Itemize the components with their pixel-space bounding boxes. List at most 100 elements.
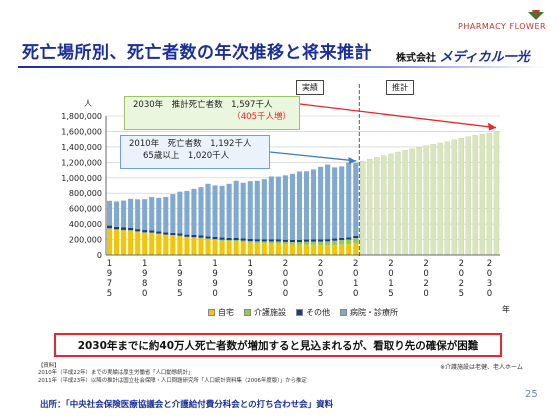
projection-bar — [409, 148, 415, 256]
bar-segment-other — [114, 226, 120, 230]
chart-annotations — [269, 84, 497, 257]
bar-segment-home — [184, 237, 190, 255]
projection-bar — [486, 132, 493, 256]
bar-segment-care — [149, 232, 155, 234]
bar-segment-care — [163, 234, 169, 236]
projection-bar — [388, 153, 394, 256]
bar-segment-care — [282, 241, 288, 245]
bar-segment-home — [268, 243, 274, 255]
bar-segment-care — [311, 241, 317, 245]
bar-segment-other — [177, 233, 183, 236]
y-tick-label: 1,200,000 — [61, 158, 102, 167]
projection-bar — [367, 159, 373, 256]
bar-segment-home — [318, 245, 324, 255]
y-axis-label: 人 — [84, 99, 92, 108]
bar-segment-hospital — [318, 166, 324, 240]
callout-2030: 2030年 推計死亡者数 1,597千人 （405千人増） — [124, 96, 300, 130]
bar-segment-home — [128, 230, 134, 255]
notes-line-2: 2011年（平成23年）以降の推計は国立社会保障・人口問題研究所「人口統計資料集… — [38, 377, 307, 384]
bar-segment-hospital — [106, 200, 113, 226]
bar-segment-care — [177, 235, 183, 237]
bar-segment-care — [261, 241, 267, 244]
care-facility-footnote: ※介護施設は老健、老人ホーム — [440, 364, 523, 371]
bar-segment-care — [191, 237, 197, 239]
bar-segment-care — [289, 242, 295, 245]
y-tick-label: 400,000 — [69, 220, 102, 229]
bar-segment-home — [149, 233, 155, 255]
bar-segment-home — [114, 229, 120, 255]
company-prefix: 株式会社 — [396, 53, 436, 64]
bar-segment-hospital — [198, 187, 204, 236]
projection-bar — [416, 146, 422, 256]
bar-segment-other — [142, 230, 148, 233]
bar-segment-other — [191, 234, 197, 238]
bar-segment-other — [353, 235, 359, 239]
bar-segment-other — [275, 239, 281, 242]
y-tick-label: 600,000 — [69, 205, 102, 214]
callout-2010-line1: 2010年 死亡者数 1,192千人 — [129, 139, 252, 149]
bar-segment-hospital — [121, 200, 127, 228]
bar-segment-care — [233, 240, 239, 242]
bar-segment-care — [205, 238, 211, 240]
bar-segment-hospital — [233, 180, 239, 238]
y-tick-label: 1,400,000 — [61, 143, 102, 152]
bar-segment-other — [268, 239, 274, 242]
projection-bar — [437, 142, 443, 256]
bar-segment-other — [233, 237, 239, 241]
bar-segment-other — [226, 237, 232, 241]
bar-segment-care — [240, 240, 246, 243]
bar-segment-other — [205, 236, 211, 239]
bar-segment-home — [289, 244, 295, 255]
projection-bar — [395, 151, 401, 256]
y-tick-label: 0 — [97, 251, 102, 260]
bar-segment-care — [346, 239, 352, 245]
bar-segment-home — [205, 239, 211, 255]
bar-segment-other — [247, 238, 253, 242]
bar-segment-other — [311, 239, 317, 242]
bar-segment-care — [325, 241, 331, 246]
bar-segment-home — [261, 243, 267, 255]
bar-segment-other — [339, 237, 345, 241]
bar-segment-care — [275, 241, 281, 244]
bar-segment-home — [163, 235, 169, 255]
bar-segment-home — [156, 234, 162, 255]
bar-segment-care — [254, 241, 260, 244]
projection-bar — [465, 136, 472, 256]
projection-bar — [451, 139, 457, 256]
bar-segment-other — [184, 234, 190, 237]
bar-segment-other — [240, 238, 246, 241]
bar-segment-home — [212, 240, 218, 255]
page-number: 25 — [525, 389, 538, 400]
bar-segment-home — [198, 238, 204, 255]
bar-segment-care — [128, 230, 134, 231]
bar-segment-care — [121, 229, 127, 231]
y-tick-label: 200,000 — [69, 236, 102, 245]
bar-segment-home — [296, 244, 303, 255]
page-title: 死亡場所別、死亡者数の年次推移と将来推計 — [22, 43, 372, 63]
bar-segment-hospital — [339, 166, 345, 238]
projection-bar — [402, 150, 408, 256]
bar-segment-home — [233, 241, 239, 255]
bar-segment-other — [261, 239, 267, 242]
bar-segment-hospital — [191, 188, 197, 235]
bar-segment-home — [240, 242, 246, 255]
bar-segment-care — [332, 240, 338, 245]
bar-segment-home — [332, 244, 338, 255]
bar-segment-care — [198, 237, 204, 239]
legend-other-swatch — [296, 309, 303, 316]
bar-segment-other — [156, 231, 162, 234]
y-tick-label: 1,600,000 — [61, 127, 102, 136]
bar-segment-other — [296, 239, 303, 243]
logo-text: PHARMACY FLOWER — [458, 22, 547, 31]
bar-segment-home — [311, 244, 317, 255]
bar-segment-other — [325, 239, 331, 242]
bar-segment-hospital — [156, 197, 162, 232]
bar-segment-hospital — [163, 196, 169, 233]
bar-segment-hospital — [325, 164, 331, 240]
callout-2030-pointer — [299, 103, 497, 129]
